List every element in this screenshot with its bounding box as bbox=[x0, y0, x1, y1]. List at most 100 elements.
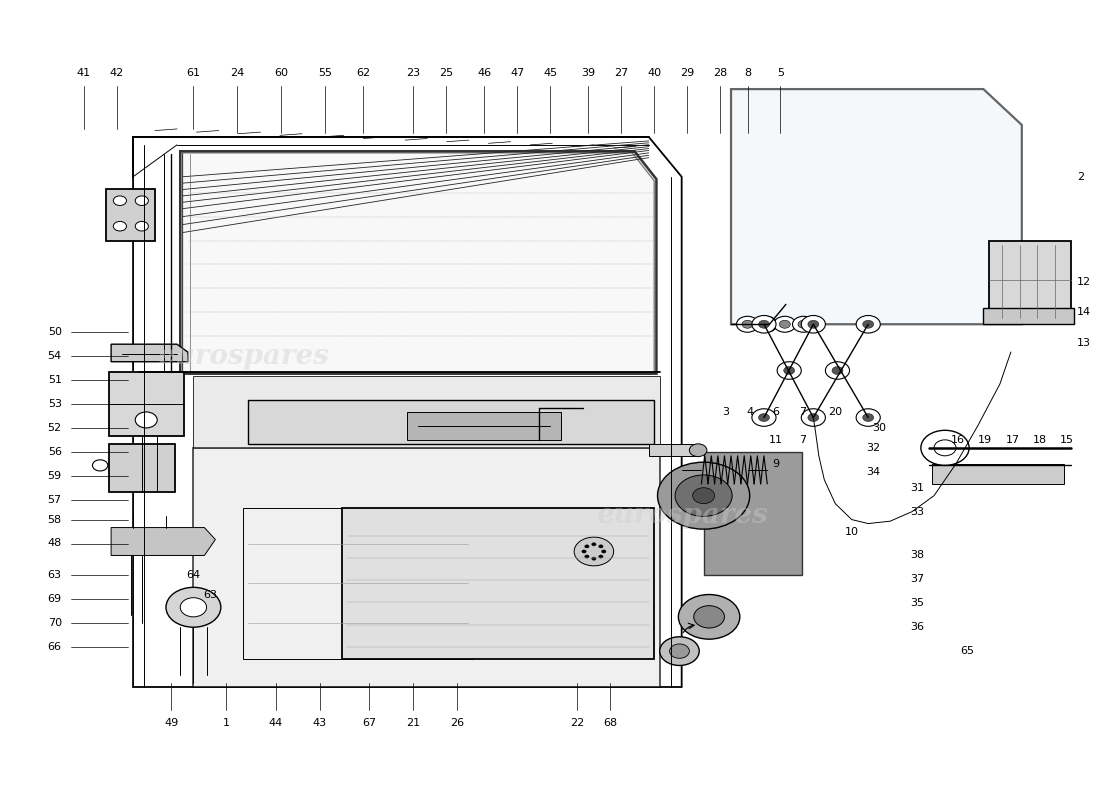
Text: 33: 33 bbox=[911, 506, 925, 517]
Circle shape bbox=[832, 366, 843, 374]
Circle shape bbox=[801, 315, 825, 333]
Text: 50: 50 bbox=[47, 327, 62, 338]
Circle shape bbox=[856, 315, 880, 333]
Text: 25: 25 bbox=[439, 68, 453, 78]
Circle shape bbox=[694, 606, 725, 628]
Text: 68: 68 bbox=[603, 718, 617, 728]
Circle shape bbox=[658, 462, 750, 529]
Text: 46: 46 bbox=[477, 68, 492, 78]
Circle shape bbox=[113, 196, 127, 206]
Text: 63: 63 bbox=[202, 590, 217, 600]
Text: 52: 52 bbox=[47, 423, 62, 433]
Polygon shape bbox=[249, 400, 654, 444]
Circle shape bbox=[135, 196, 149, 206]
Text: 24: 24 bbox=[230, 68, 244, 78]
Text: 56: 56 bbox=[47, 447, 62, 457]
Text: 42: 42 bbox=[110, 68, 123, 78]
Text: 69: 69 bbox=[47, 594, 62, 604]
Circle shape bbox=[598, 555, 603, 558]
Text: 1: 1 bbox=[223, 718, 230, 728]
Text: 26: 26 bbox=[450, 718, 464, 728]
Circle shape bbox=[592, 557, 596, 560]
Bar bbox=[407, 412, 561, 440]
Polygon shape bbox=[111, 344, 188, 362]
Circle shape bbox=[856, 409, 880, 426]
Circle shape bbox=[598, 545, 603, 548]
Circle shape bbox=[759, 414, 769, 422]
Text: 65: 65 bbox=[960, 646, 974, 656]
Text: 9: 9 bbox=[772, 458, 780, 469]
Polygon shape bbox=[704, 452, 802, 575]
Text: 16: 16 bbox=[950, 435, 965, 445]
Polygon shape bbox=[983, 308, 1075, 324]
Text: 60: 60 bbox=[274, 68, 288, 78]
Text: 40: 40 bbox=[647, 68, 661, 78]
Text: 29: 29 bbox=[680, 68, 694, 78]
Circle shape bbox=[742, 320, 754, 328]
Bar bbox=[106, 189, 155, 241]
Text: 39: 39 bbox=[581, 68, 595, 78]
Text: 63: 63 bbox=[47, 570, 62, 580]
Circle shape bbox=[679, 594, 740, 639]
Text: 13: 13 bbox=[1077, 338, 1091, 347]
Text: 19: 19 bbox=[978, 435, 992, 445]
Circle shape bbox=[582, 550, 586, 553]
Text: 64: 64 bbox=[186, 570, 200, 580]
Text: 49: 49 bbox=[164, 718, 178, 728]
Text: 57: 57 bbox=[47, 494, 62, 505]
Text: 27: 27 bbox=[614, 68, 628, 78]
Circle shape bbox=[752, 315, 776, 333]
Text: 59: 59 bbox=[47, 470, 62, 481]
Circle shape bbox=[670, 644, 690, 658]
Text: 31: 31 bbox=[911, 482, 925, 493]
Text: 61: 61 bbox=[186, 68, 200, 78]
Text: 4: 4 bbox=[746, 407, 754, 417]
Circle shape bbox=[934, 440, 956, 456]
Circle shape bbox=[92, 460, 108, 471]
Text: 11: 11 bbox=[769, 435, 783, 445]
Bar bbox=[109, 444, 175, 492]
Circle shape bbox=[180, 598, 207, 617]
Text: 7: 7 bbox=[799, 407, 806, 417]
Text: 23: 23 bbox=[406, 68, 420, 78]
Text: 2: 2 bbox=[1077, 172, 1084, 182]
Text: 67: 67 bbox=[362, 718, 376, 728]
Circle shape bbox=[801, 409, 825, 426]
Text: 41: 41 bbox=[77, 68, 90, 78]
Text: 37: 37 bbox=[911, 574, 925, 584]
Text: 48: 48 bbox=[47, 538, 62, 549]
Bar bbox=[932, 464, 1064, 484]
Bar bbox=[243, 508, 473, 659]
Text: 58: 58 bbox=[47, 514, 62, 525]
Text: 45: 45 bbox=[543, 68, 557, 78]
Text: 3: 3 bbox=[722, 407, 729, 417]
Bar bbox=[341, 508, 654, 659]
Circle shape bbox=[825, 362, 849, 379]
Circle shape bbox=[592, 542, 596, 546]
Text: 6: 6 bbox=[772, 407, 780, 417]
Circle shape bbox=[166, 587, 221, 627]
Text: 55: 55 bbox=[318, 68, 332, 78]
Text: eurospares: eurospares bbox=[596, 502, 768, 529]
Text: 35: 35 bbox=[911, 598, 925, 608]
Text: 62: 62 bbox=[356, 68, 371, 78]
Circle shape bbox=[660, 637, 700, 666]
Circle shape bbox=[759, 320, 769, 328]
Text: 7: 7 bbox=[799, 435, 806, 445]
Text: 47: 47 bbox=[510, 68, 525, 78]
Circle shape bbox=[752, 409, 776, 426]
Text: 66: 66 bbox=[47, 642, 62, 652]
Text: 21: 21 bbox=[406, 718, 420, 728]
Circle shape bbox=[921, 430, 969, 466]
Text: 70: 70 bbox=[47, 618, 62, 628]
Circle shape bbox=[690, 444, 707, 457]
Circle shape bbox=[777, 362, 801, 379]
Text: 10: 10 bbox=[845, 526, 859, 537]
Text: 20: 20 bbox=[828, 407, 843, 417]
Text: 28: 28 bbox=[713, 68, 727, 78]
Text: 14: 14 bbox=[1077, 307, 1091, 318]
Polygon shape bbox=[732, 89, 1022, 324]
Circle shape bbox=[135, 222, 149, 231]
Text: 15: 15 bbox=[1060, 435, 1075, 445]
Circle shape bbox=[602, 550, 606, 553]
